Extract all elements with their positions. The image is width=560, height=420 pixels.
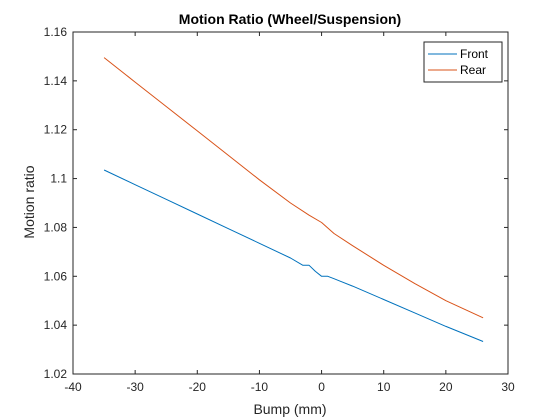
x-tick-label: 10 [377,380,391,394]
axes-box [72,31,509,375]
y-tick-label: 1.16 [44,25,68,39]
x-axis-label: Bump (mm) [253,401,326,417]
y-tick-label: 1.1 [50,172,67,186]
y-axis: 1.02 1.04 1.06 1.08 1.1 1.12 1.14 1.16 [44,25,508,381]
x-tick-label: -30 [126,380,144,394]
series-line-rear [103,57,484,319]
legend: Front Rear [423,41,503,83]
x-axis: -40 -30 -20 -10 0 10 20 30 [64,32,515,394]
series-line-front [103,169,484,342]
x-tick-label: 0 [318,380,325,394]
x-tick-label: -40 [64,380,82,394]
x-tick-label: 20 [439,380,453,394]
y-tick-label: 1.12 [44,123,68,137]
x-tick-label: -20 [189,380,207,394]
y-tick-label: 1.06 [44,269,68,283]
legend-label-front: Front [460,47,489,61]
y-tick-label: 1.04 [44,318,68,332]
y-tick-label: 1.08 [44,220,68,234]
x-tick-label: 30 [501,380,515,394]
series-layer [103,57,484,342]
x-tick-label: -10 [251,380,269,394]
y-tick-label: 1.14 [44,74,68,88]
legend-label-rear: Rear [460,63,486,77]
legend-box [423,41,503,83]
chart-title: Motion Ratio (Wheel/Suspension) [179,11,401,27]
y-tick-label: 1.02 [44,367,68,381]
y-axis-label: Motion ratio [21,165,37,238]
